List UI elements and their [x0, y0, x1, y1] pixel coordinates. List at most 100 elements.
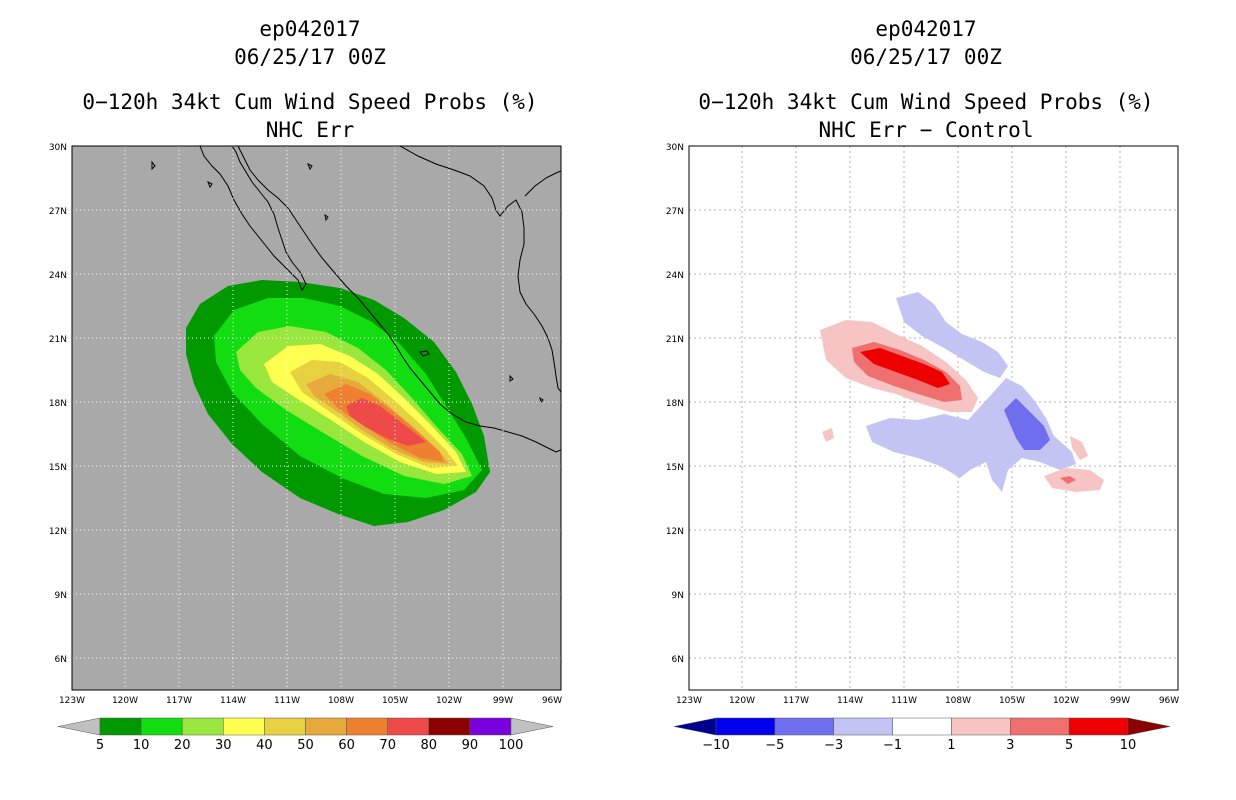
right-subtitle: NHC Err − Control — [818, 118, 1034, 142]
lat-label: 9N — [55, 591, 67, 601]
left-probability-contours — [186, 280, 490, 526]
lat-label: 30N — [49, 143, 67, 153]
colorbar-swatch — [469, 717, 512, 736]
lat-label: 24N — [49, 271, 67, 281]
diff-plus5 — [860, 348, 950, 388]
diff-plus3-southeast — [1060, 476, 1076, 484]
colorbar-swatch — [99, 717, 142, 736]
diff-minus3 — [1004, 398, 1050, 450]
diff-plus1-east — [1070, 436, 1088, 460]
lon-label: 96W — [542, 696, 562, 706]
colorbar-label: 10 — [133, 738, 150, 753]
lat-label: 30N — [666, 143, 684, 153]
colorbar-swatch — [715, 717, 776, 736]
lon-label: 108W — [945, 696, 971, 706]
colorbar-swatch — [387, 717, 430, 736]
lon-label: 120W — [112, 696, 138, 706]
lat-label: 9N — [672, 591, 684, 601]
colorbar-swatch — [223, 717, 265, 736]
colorbar-swatch — [892, 717, 952, 736]
colorbar-swatch — [305, 717, 347, 736]
colorbar-label: 1 — [947, 738, 955, 753]
colorbar-swatch — [833, 717, 893, 736]
colorbar-label: 60 — [338, 738, 355, 753]
colorbar-swatch — [140, 717, 183, 736]
colorbar-label: 5 — [96, 738, 104, 753]
right-title: 0−120h 34kt Cum Wind Speed Probs (%) — [698, 90, 1154, 114]
right-lat-labels: 30N 27N 24N 21N 18N 15N 12N 9N 6N — [666, 143, 684, 665]
colorbar-overflow-triangle — [510, 717, 554, 736]
diff-plus1-west — [822, 428, 834, 442]
lat-label: 27N — [666, 207, 684, 217]
right-map-panel: 30N 27N 24N 21N 18N 15N 12N 9N 6N 123W 1… — [666, 143, 1179, 753]
colorbar-swatch — [264, 717, 306, 736]
lon-label: 99W — [493, 696, 513, 706]
lon-label: 117W — [166, 696, 192, 706]
colorbar-swatch — [346, 717, 388, 736]
lon-label: 114W — [220, 696, 246, 706]
colorbar-label: 50 — [297, 738, 314, 753]
left-lat-labels: 30N 27N 24N 21N 18N 15N 12N 9N 6N — [49, 143, 67, 665]
colorbar-label: 80 — [421, 738, 438, 753]
lon-label: 111W — [891, 696, 917, 706]
colorbar-label: 3 — [1006, 738, 1014, 753]
lat-label: 6N — [672, 655, 684, 665]
left-map-panel: 30N 27N 24N 21N 18N 15N 12N 9N 6N 123W 1… — [49, 143, 562, 753]
lat-label: 21N — [666, 335, 684, 345]
lon-label: 120W — [729, 696, 755, 706]
colorbar-label: −5 — [765, 738, 784, 753]
lat-label: 24N — [666, 271, 684, 281]
colorbar-label: 5 — [1065, 738, 1073, 753]
lon-label: 114W — [837, 696, 863, 706]
colorbar-label: 100 — [499, 738, 524, 753]
right-map-frame — [688, 145, 1179, 691]
colorbar-swatch — [428, 717, 471, 736]
left-datetime: 06/25/17 00Z — [234, 45, 386, 69]
lon-label: 105W — [382, 696, 408, 706]
colorbar-label: 40 — [256, 738, 273, 753]
lon-label: 108W — [328, 696, 354, 706]
colorbar-label: −10 — [702, 738, 729, 753]
lon-label: 102W — [1053, 696, 1079, 706]
lat-label: 18N — [49, 399, 67, 409]
colorbar-label: −3 — [824, 738, 843, 753]
right-datetime: 06/25/17 00Z — [850, 45, 1002, 69]
colorbar-underflow-triangle — [57, 717, 101, 736]
colorbar-swatch — [1068, 717, 1129, 736]
lat-label: 12N — [666, 527, 684, 537]
lon-label: 102W — [436, 696, 462, 706]
lon-label: 111W — [274, 696, 300, 706]
left-map-frame — [71, 145, 562, 691]
right-difference-contours — [820, 292, 1104, 492]
right-storm-id: ep042017 — [875, 17, 977, 41]
lon-label: 105W — [999, 696, 1025, 706]
diff-minus1-north — [896, 292, 1008, 378]
lon-label: 123W — [676, 696, 702, 706]
right-colorbar: −10 −5 −3 −1 1 3 5 10 — [673, 717, 1171, 753]
lon-label: 96W — [1159, 696, 1179, 706]
left-colorbar: 5 10 20 30 40 50 60 70 80 90 100 — [57, 717, 554, 753]
colorbar-label: 10 — [1120, 738, 1137, 753]
lat-label: 15N — [49, 463, 67, 473]
left-gridlines — [72, 146, 561, 690]
lat-label: 27N — [49, 207, 67, 217]
colorbar-swatch — [951, 717, 1011, 736]
left-lon-labels: 123W 120W 117W 114W 111W 108W 105W 102W … — [59, 696, 562, 706]
colorbar-swatch — [181, 717, 224, 736]
colorbar-label: 70 — [379, 738, 396, 753]
left-storm-id: ep042017 — [259, 17, 361, 41]
contour-70 — [346, 398, 426, 446]
colorbar-swatch — [774, 717, 834, 736]
colorbar-label: 20 — [174, 738, 191, 753]
left-title: 0−120h 34kt Cum Wind Speed Probs (%) — [82, 90, 538, 114]
lat-label: 12N — [49, 527, 67, 537]
colorbar-swatch — [1010, 717, 1070, 736]
lat-label: 15N — [666, 463, 684, 473]
right-lon-labels: 123W 120W 117W 114W 111W 108W 105W 102W … — [676, 696, 1179, 706]
lon-label: 123W — [59, 696, 85, 706]
lon-label: 99W — [1110, 696, 1130, 706]
lat-label: 6N — [55, 655, 67, 665]
colorbar-overflow-triangle — [1127, 717, 1171, 736]
colorbar-label: 90 — [462, 738, 479, 753]
